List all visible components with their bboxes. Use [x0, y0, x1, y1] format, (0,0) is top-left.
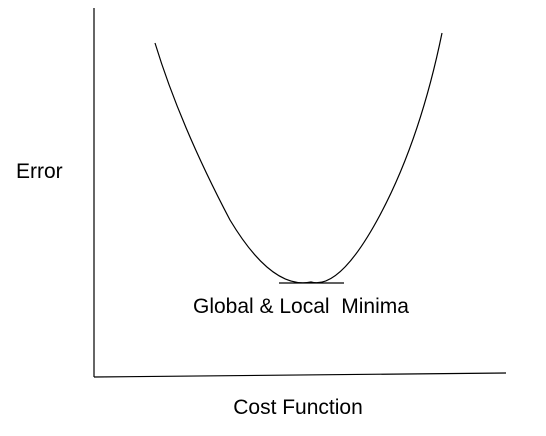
x-axis-label: Cost Function [233, 396, 363, 419]
x-axis [93, 372, 507, 378]
error-curve [154, 32, 443, 284]
y-axis-label: Error [16, 160, 63, 183]
minima-label: Global & Local Minima [193, 295, 409, 318]
